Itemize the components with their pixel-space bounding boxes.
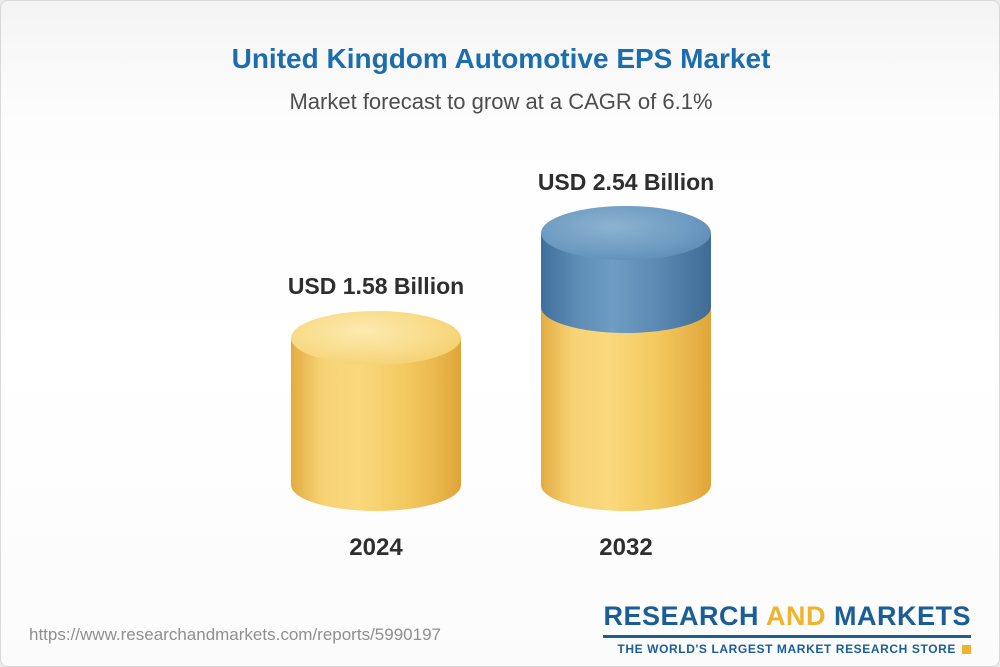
researchandmarkets-logo: RESEARCH AND MARKETS THE WORLD'S LARGEST…	[603, 601, 971, 656]
bar-2024-cylinder-top	[291, 311, 461, 365]
x-axis-label-2024: 2024	[349, 534, 403, 561]
bar-2032-base-segment	[541, 301, 711, 511]
logo-tagline-row: THE WORLD'S LARGEST MARKET RESEARCH STOR…	[603, 642, 971, 656]
logo-wordmark: RESEARCH AND MARKETS	[603, 601, 971, 632]
logo-divider-rule	[603, 635, 971, 638]
bar-value-label-2032: USD 2.54 Billion	[537, 169, 715, 195]
bar-2024-cylinder-body	[291, 338, 461, 511]
logo-tagline: THE WORLD'S LARGEST MARKET RESEARCH STOR…	[617, 642, 956, 656]
logo-word-markets: MARKETS	[834, 601, 971, 631]
logo-yellow-square-icon	[962, 644, 971, 654]
chart-title: United Kingdom Automotive EPS Market	[231, 43, 771, 74]
logo-word-and: AND	[765, 601, 826, 631]
bar-value-label-2024: USD 1.58 Billion	[287, 273, 465, 299]
logo-word-research: RESEARCH	[603, 601, 759, 631]
bar-2032-cylinder-top	[541, 206, 711, 260]
chart-subtitle: Market forecast to grow at a CAGR of 6.1…	[289, 89, 713, 114]
x-axis-label-2032: 2032	[599, 534, 653, 561]
report-url[interactable]: https://www.researchandmarkets.com/repor…	[29, 625, 441, 644]
